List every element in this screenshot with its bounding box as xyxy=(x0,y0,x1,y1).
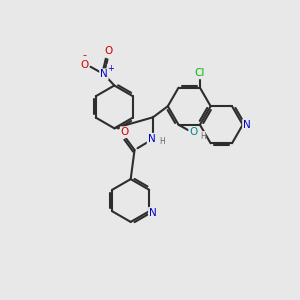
Text: N: N xyxy=(243,120,251,130)
Text: -: - xyxy=(82,50,86,60)
Text: O: O xyxy=(104,46,112,56)
Text: N: N xyxy=(149,208,157,218)
Text: H: H xyxy=(159,136,165,146)
Text: H: H xyxy=(200,131,206,140)
Text: O: O xyxy=(121,127,129,137)
Text: +: + xyxy=(107,64,114,74)
Text: O: O xyxy=(189,127,197,137)
Text: Cl: Cl xyxy=(195,68,205,78)
Text: O: O xyxy=(80,60,88,70)
Text: N: N xyxy=(100,69,108,79)
Text: N: N xyxy=(148,134,155,144)
